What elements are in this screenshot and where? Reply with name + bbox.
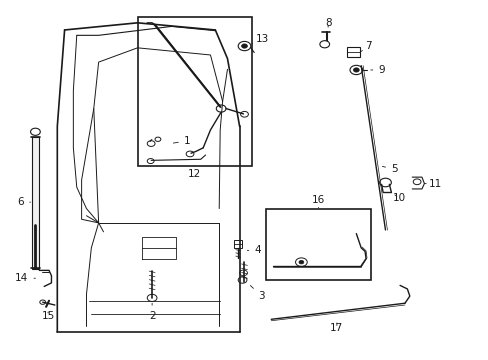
Circle shape <box>298 260 303 264</box>
Text: 13: 13 <box>252 34 268 44</box>
Text: 17: 17 <box>329 323 343 333</box>
Circle shape <box>241 44 247 48</box>
Text: 5: 5 <box>382 164 397 174</box>
Bar <box>137 18 251 166</box>
Bar <box>266 208 370 280</box>
Text: 1: 1 <box>173 136 190 146</box>
Text: 7: 7 <box>361 41 371 51</box>
Text: 8: 8 <box>324 18 331 28</box>
Text: 15: 15 <box>41 311 55 321</box>
Text: 10: 10 <box>392 193 405 203</box>
Text: 2: 2 <box>148 303 155 321</box>
Bar <box>157 143 168 153</box>
Text: 9: 9 <box>370 65 384 75</box>
Text: 6: 6 <box>18 197 30 207</box>
Bar <box>32 137 39 267</box>
Text: 16: 16 <box>311 195 325 208</box>
Bar <box>156 142 169 153</box>
Text: 11: 11 <box>424 179 441 189</box>
Bar <box>234 240 242 248</box>
Bar <box>346 47 360 57</box>
Circle shape <box>353 68 359 72</box>
Text: 14: 14 <box>15 273 35 283</box>
Polygon shape <box>57 30 239 332</box>
Circle shape <box>319 41 329 48</box>
Text: 4: 4 <box>247 246 261 255</box>
Text: 12: 12 <box>187 166 201 179</box>
Text: 3: 3 <box>250 285 264 301</box>
